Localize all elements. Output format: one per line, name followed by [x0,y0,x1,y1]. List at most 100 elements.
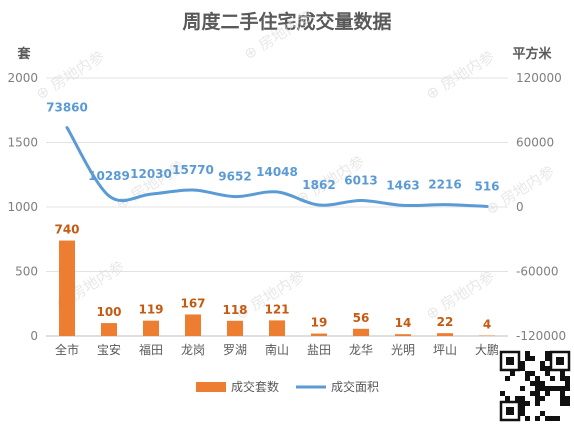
qr-module [520,361,525,366]
right-axis-tick-label: 0 [516,200,524,214]
qr-module [535,391,540,396]
qr-module [525,356,530,361]
qr-module [535,386,540,391]
qr-finder [549,350,571,372]
qr-module [535,416,540,421]
qr-module [545,356,550,361]
bar-data-label: 119 [138,303,163,317]
qr-module [520,366,525,371]
legend-bar-swatch [196,382,226,392]
qr-module [510,371,515,376]
qr-module [565,386,570,391]
line-data-label: 12030 [130,167,172,181]
qr-finder-center [556,357,564,365]
qr-finder [499,350,521,372]
watermark-text: ⊕ 房地内参 [33,47,108,103]
x-axis-tick-label: 光明 [391,343,415,357]
qr-module [505,376,510,381]
qr-module [550,376,555,381]
bar [311,333,327,336]
qr-module [525,351,530,356]
bar-data-label: 167 [180,296,205,310]
qr-module [550,416,555,421]
qr-module [535,381,540,386]
bar [185,314,201,336]
axis-ticks: 0 500 1000 1500 2000 -120000 -60000 0 60000 12000… [7,71,566,357]
bar-data-label: 118 [222,303,247,317]
line-data-label: 1463 [386,178,419,192]
qr-module [520,386,525,391]
x-axis-tick-label: 宝安 [97,342,121,357]
qr-module [545,371,550,376]
x-axis-tick-label: 大鹏 [475,343,499,357]
bar [269,320,285,336]
line-data-label: 1862 [302,178,335,192]
x-axis-tick-label: 南山 [265,342,289,357]
line-data-label: 6013 [344,174,377,188]
line-data-label: 10289 [88,169,130,183]
qr-module [505,396,510,401]
qr-module [540,366,545,371]
qr-module [530,391,535,396]
bar-data-label: 22 [437,315,454,329]
x-axis-tick-label: 罗湖 [223,342,247,357]
x-axis-tick-label: 福田 [139,342,163,357]
bar-data-label: 100 [96,305,121,319]
qr-module [555,416,560,421]
qr-module [530,356,535,361]
left-axis-unit: 套 [16,46,31,62]
bar [479,335,495,336]
qr-module [545,386,550,391]
line-data-label: 516 [474,179,499,193]
bar [101,323,117,336]
x-axis-tick-label: 龙岗 [181,343,205,357]
qr-module [520,401,525,406]
qr-module [535,401,540,406]
left-axis-tick-label: 1000 [7,200,38,214]
qr-module [500,391,505,396]
line-data-label: 14048 [256,165,298,179]
bar-data-label: 740 [54,223,79,237]
qr-module [540,411,545,416]
watermark-text: ⊕ 房地内参 [423,47,498,103]
qr-module [560,401,565,406]
bar [437,333,453,336]
qr-module [560,386,565,391]
chart-title: 周度二手住宅成交量数据 [182,10,391,33]
x-axis-tick-label: 龙华 [349,343,373,357]
qr-finder-center [506,407,514,415]
qr-module [520,406,525,411]
bar [59,240,75,336]
right-axis-tick-label: 120000 [516,71,562,85]
qr-module [545,351,550,356]
qr-module [520,396,525,401]
qr-module [525,401,530,406]
qr-module [540,396,545,401]
qr-module [535,396,540,401]
line-data-label: 73860 [46,101,88,115]
qr-module [530,381,535,386]
bar-data-label: 56 [353,311,370,325]
qr-module [550,386,555,391]
bar [353,328,369,336]
right-axis-tick-label: -60000 [516,265,559,279]
line-data-label: 15770 [172,163,214,177]
bar-data-label: 4 [483,317,491,331]
qr-module [545,391,550,396]
legend-line-label: 成交面积 [331,379,379,394]
qr-finder-center [506,357,514,365]
line-series [65,126,489,208]
qr-finder [499,400,521,422]
x-axis-tick-label: 全市 [55,342,79,357]
qr-module [525,416,530,421]
qr-module [565,401,570,406]
bar-data-label: 121 [264,302,289,316]
qr-code-image [498,349,572,423]
left-axis-tick-label: 2000 [7,71,38,85]
legend-bar-label: 成交套数 [231,379,279,394]
bar [395,334,411,336]
qr-module [520,411,525,416]
x-axis-tick-label: 盐田 [307,343,331,357]
qr-module [555,386,560,391]
